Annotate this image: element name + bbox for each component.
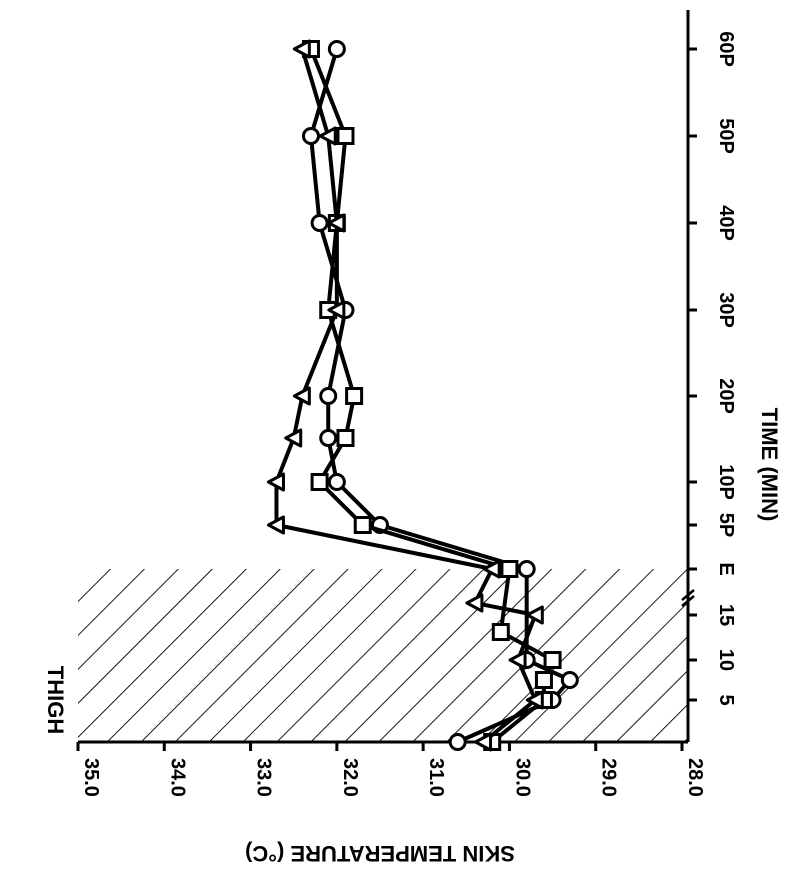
y-tick-label: 28.0 bbox=[684, 758, 706, 797]
x-tick-label: 30P bbox=[715, 292, 737, 328]
data-point-square bbox=[336, 127, 355, 145]
data-point-circle bbox=[319, 429, 338, 447]
y-tick-label: 30.0 bbox=[511, 758, 533, 797]
data-point-circle bbox=[448, 733, 467, 751]
x-tick-labels: 5 10 15 E 5P 10P 20P 30P 40P 50P 60P bbox=[715, 31, 737, 705]
x-tick-label: 10P bbox=[715, 464, 737, 500]
x-tick-label: 15 bbox=[715, 604, 737, 626]
data-point-square bbox=[491, 623, 510, 641]
x-tick-label: 20P bbox=[715, 378, 737, 414]
x-tick-label: 50P bbox=[715, 118, 737, 154]
x-tick-label: 5P bbox=[715, 513, 737, 537]
x-axis-label: TIME (MIN) bbox=[757, 408, 782, 522]
data-point-square bbox=[534, 671, 553, 689]
y-axis-label: SKIN TEMPERATURE (°C) bbox=[245, 841, 515, 866]
data-point-square bbox=[345, 387, 364, 405]
data-point-triangle bbox=[266, 515, 285, 535]
series-layer bbox=[266, 39, 579, 752]
data-point-circle bbox=[560, 671, 579, 689]
chart-title: THIGH bbox=[43, 666, 68, 734]
data-point-square bbox=[543, 651, 562, 669]
axis-break-mark bbox=[681, 595, 695, 607]
data-point-circle bbox=[327, 473, 346, 491]
y-tick-label: 34.0 bbox=[166, 758, 188, 797]
data-point-square bbox=[353, 516, 372, 534]
y-tick-label: 32.0 bbox=[339, 758, 361, 797]
data-point-circle bbox=[517, 560, 536, 578]
series-circle bbox=[301, 40, 579, 751]
x-tick-label: 5 bbox=[715, 694, 737, 705]
y-tick-label: 35.0 bbox=[80, 758, 102, 797]
data-point-triangle bbox=[284, 428, 303, 448]
data-point-triangle bbox=[525, 690, 544, 710]
data-point-triangle bbox=[482, 559, 501, 579]
hatch-rect bbox=[78, 569, 688, 742]
data-point-triangle bbox=[266, 472, 285, 492]
x-tick-label: 40P bbox=[715, 205, 737, 241]
y-tick-label: 31.0 bbox=[425, 758, 447, 797]
data-point-circle bbox=[301, 127, 320, 145]
data-point-circle bbox=[310, 214, 329, 232]
x-tick-label: 10 bbox=[715, 649, 737, 671]
exercise-shaded-region bbox=[78, 569, 688, 742]
y-tick-label: 29.0 bbox=[598, 758, 620, 797]
axes bbox=[76, 10, 697, 751]
data-point-triangle bbox=[474, 732, 493, 752]
data-point-circle bbox=[327, 40, 346, 58]
data-point-triangle bbox=[508, 650, 527, 670]
data-point-square bbox=[336, 429, 355, 447]
data-point-circle bbox=[319, 387, 338, 405]
y-tick-labels: 35.0 34.0 33.0 32.0 31.0 30.0 29.0 28.0 bbox=[80, 758, 706, 797]
data-point-triangle bbox=[292, 39, 311, 59]
data-point-triangle bbox=[525, 605, 544, 625]
series-triangle bbox=[266, 39, 544, 752]
data-point-triangle bbox=[327, 300, 346, 320]
data-point-triangle bbox=[318, 126, 337, 146]
x-tick-label: E bbox=[715, 562, 737, 575]
x-tick-label: 60P bbox=[715, 31, 737, 67]
y-tick-label: 33.0 bbox=[253, 758, 275, 797]
data-point-triangle bbox=[465, 593, 484, 613]
data-point-square bbox=[500, 560, 519, 578]
axis-break-mark bbox=[681, 589, 695, 601]
data-point-triangle bbox=[292, 386, 311, 406]
data-point-square bbox=[310, 473, 329, 491]
data-point-triangle bbox=[327, 213, 346, 233]
